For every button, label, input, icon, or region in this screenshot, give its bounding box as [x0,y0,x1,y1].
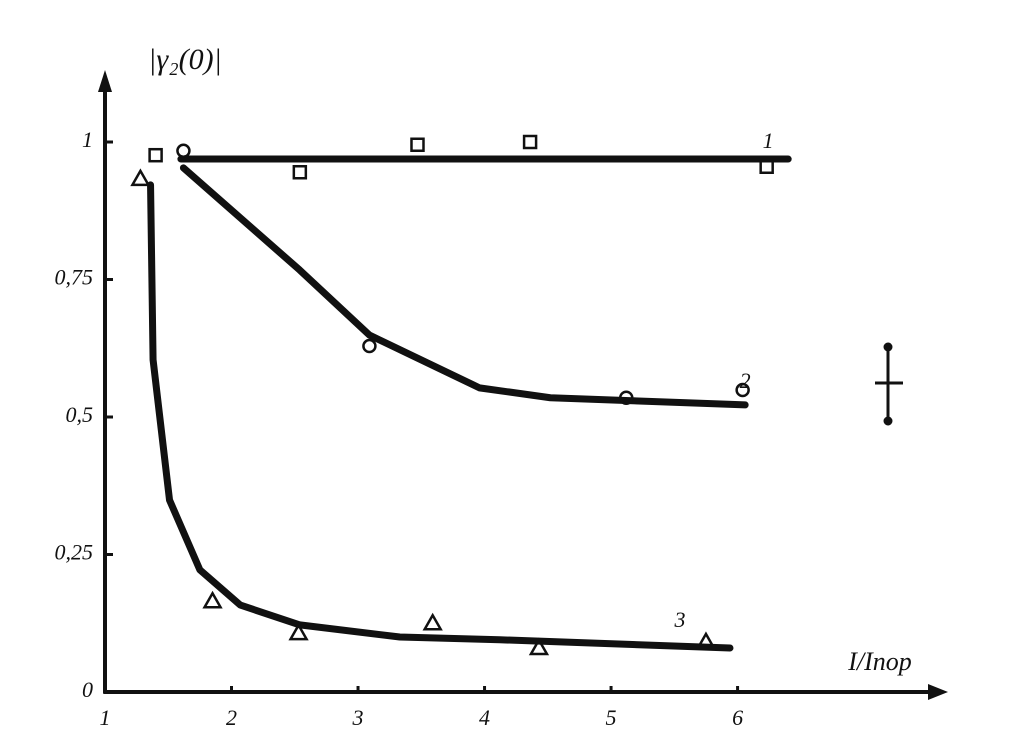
x-tick-label: 2 [226,705,237,730]
curve-label: 2 [740,368,751,393]
data-point [148,147,163,163]
y-axis-arrow [98,70,112,92]
curve-label: 1 [763,128,774,153]
data-point [176,143,191,159]
data-point [759,159,774,174]
x-axis-title: I/Iпор [847,647,912,676]
y-tick-label: 0 [82,677,93,702]
fit-curve [147,181,734,652]
y-tick-label: 0,25 [55,540,94,565]
data-point [410,137,425,152]
x-tick-label: 6 [732,705,743,730]
y-axis-title: |γ₂(0)| [148,43,222,76]
data-point [288,622,309,641]
data-point [362,338,377,354]
error-bar-sample [875,342,903,426]
x-tick-label: 3 [352,705,364,730]
curve-label: 3 [673,607,685,632]
data-point [618,390,634,405]
x-axis-arrow [928,684,948,700]
fit-curve [179,164,749,409]
data-point [735,382,750,398]
data-point [202,590,223,609]
data-point [292,165,308,180]
y-tick-label: 0,75 [55,265,94,290]
data-point [422,612,443,631]
y-tick-label: 0,5 [66,402,94,427]
data-point [130,168,151,187]
data-point [522,134,538,150]
data-point [528,637,550,656]
data-point [695,631,717,650]
x-tick-label: 1 [100,705,111,730]
x-tick-label: 4 [479,705,490,730]
x-tick-label: 5 [606,705,617,730]
y-tick-label: 1 [82,127,93,152]
